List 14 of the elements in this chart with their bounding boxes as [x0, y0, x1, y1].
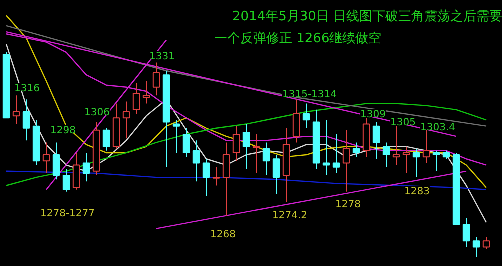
annotation: 1315-1314 [282, 90, 338, 100]
annotation: 1283 [404, 186, 430, 198]
annotation: 1316 [14, 84, 40, 94]
annotation: 1303.4 [420, 122, 456, 134]
chart-title: 2014年5月30日 日线图下破三角震荡之后需要一个反弹修正 1266继续做空 [214, 10, 502, 46]
annotation: 1278 [336, 200, 361, 210]
annotation: 1278-1277 [40, 208, 96, 220]
annotation: 1274.2 [272, 210, 308, 222]
annotation: 1268 [210, 230, 236, 240]
annotation: 1305 [390, 118, 416, 128]
annotation: 1298 [50, 126, 76, 136]
annotation: 1309 [360, 110, 386, 120]
annotation: 1306 [84, 108, 110, 118]
annotation: 1331 [150, 52, 175, 62]
